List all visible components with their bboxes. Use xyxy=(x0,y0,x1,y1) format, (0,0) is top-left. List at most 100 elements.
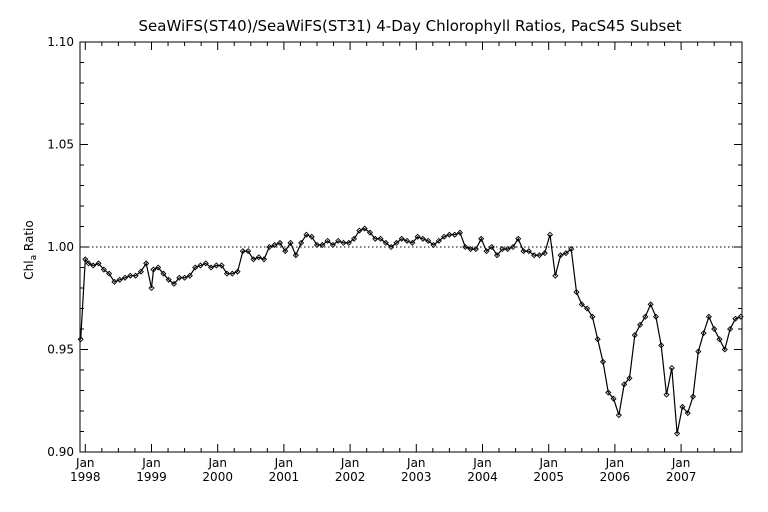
data-point xyxy=(721,346,728,353)
data-point xyxy=(292,252,299,259)
data-point xyxy=(335,237,342,244)
x-tick-label-year: 2004 xyxy=(467,470,498,484)
data-point xyxy=(631,332,638,339)
data-point xyxy=(229,270,236,277)
data-point xyxy=(499,246,506,253)
data-point xyxy=(430,241,437,248)
svg-text:Chla Ratio: Chla Ratio xyxy=(22,220,39,279)
y-axis: 0.90 0.95 1.00 1.05 1.10 xyxy=(47,35,742,459)
x-tick-label-month: Jan xyxy=(605,456,625,470)
data-point xyxy=(388,243,395,251)
data-point xyxy=(509,243,516,251)
data-point xyxy=(90,262,97,269)
x-tick-label-year: 1998 xyxy=(70,470,101,484)
data-point xyxy=(705,313,712,320)
data-point xyxy=(435,237,442,244)
x-tick-label-month: Jan xyxy=(472,456,492,470)
data-point xyxy=(148,284,155,292)
y-tick-label: 1.10 xyxy=(47,35,74,49)
data-point xyxy=(525,248,532,255)
data-point xyxy=(298,239,305,246)
data-point xyxy=(372,235,379,242)
x-tick-label-year: 2000 xyxy=(202,470,233,484)
data-point xyxy=(536,252,543,259)
data-point xyxy=(462,243,469,251)
data-point xyxy=(679,403,686,410)
data-point xyxy=(176,274,183,281)
data-point xyxy=(647,301,654,308)
data-point xyxy=(308,233,315,240)
data-point xyxy=(425,237,432,244)
data-point xyxy=(695,348,702,355)
data-point xyxy=(610,395,617,402)
x-tick-label-year: 2007 xyxy=(666,470,697,484)
data-point xyxy=(361,225,368,232)
x-axis: Jan1998Jan1999Jan2000Jan2001Jan2002Jan20… xyxy=(70,42,732,484)
data-point xyxy=(478,235,485,242)
data-point xyxy=(668,364,675,371)
data-point xyxy=(504,246,511,253)
data-point xyxy=(218,262,225,269)
y-axis-label-rest: Ratio xyxy=(22,220,36,255)
x-tick-label-month: Jan xyxy=(406,456,426,470)
data-point xyxy=(111,278,118,285)
data-point xyxy=(621,381,628,388)
data-point xyxy=(303,231,310,238)
data-point xyxy=(398,235,405,242)
data-point xyxy=(266,243,273,251)
x-tick-label-year: 2006 xyxy=(600,470,631,484)
data-point xyxy=(403,237,411,244)
x-tick-label-year: 2002 xyxy=(335,470,366,484)
data-point xyxy=(100,266,107,273)
data-point xyxy=(155,264,162,271)
data-point xyxy=(382,239,389,246)
data-point xyxy=(716,336,723,343)
x-tick-label-month: Jan xyxy=(274,456,294,470)
data-point xyxy=(409,239,416,246)
data-point xyxy=(674,430,681,437)
data-point xyxy=(483,248,490,255)
data-point xyxy=(605,389,612,396)
data-point xyxy=(594,336,601,343)
data-point xyxy=(127,272,134,279)
data-point xyxy=(197,262,204,269)
x-tick-label-year: 2001 xyxy=(269,470,300,484)
data-point xyxy=(282,248,289,255)
plot-frame xyxy=(79,41,743,453)
data-point xyxy=(700,330,707,337)
data-point xyxy=(223,270,231,277)
data-point xyxy=(202,260,209,267)
data-point xyxy=(467,246,474,253)
data-point xyxy=(684,410,691,417)
data-point xyxy=(531,252,538,259)
data-point xyxy=(132,272,139,279)
data-point xyxy=(626,375,633,382)
data-point xyxy=(446,231,453,238)
data-point xyxy=(150,266,157,273)
data-point xyxy=(213,262,220,269)
series-line xyxy=(80,227,741,434)
x-tick-label-month: Jan xyxy=(141,456,161,470)
data-point xyxy=(165,276,172,283)
data-point xyxy=(85,260,92,267)
data-point xyxy=(276,239,283,246)
data-point xyxy=(599,358,607,365)
data-point xyxy=(170,280,178,287)
data-point xyxy=(324,237,331,244)
data-point xyxy=(77,336,84,343)
x-tick-label-year: 1999 xyxy=(136,470,167,484)
data-point xyxy=(557,252,564,259)
data-point xyxy=(578,301,585,308)
data-point xyxy=(186,272,193,279)
data-point xyxy=(82,256,89,263)
data-point xyxy=(345,239,352,246)
data-point xyxy=(515,235,522,242)
data-point xyxy=(181,274,188,281)
y-tick-label: 0.95 xyxy=(47,343,74,357)
data-point xyxy=(255,254,262,261)
data-point xyxy=(573,289,580,296)
y-tick-label: 0.90 xyxy=(47,445,74,459)
data-point xyxy=(441,233,448,240)
x-tick-label-year: 2005 xyxy=(533,470,564,484)
